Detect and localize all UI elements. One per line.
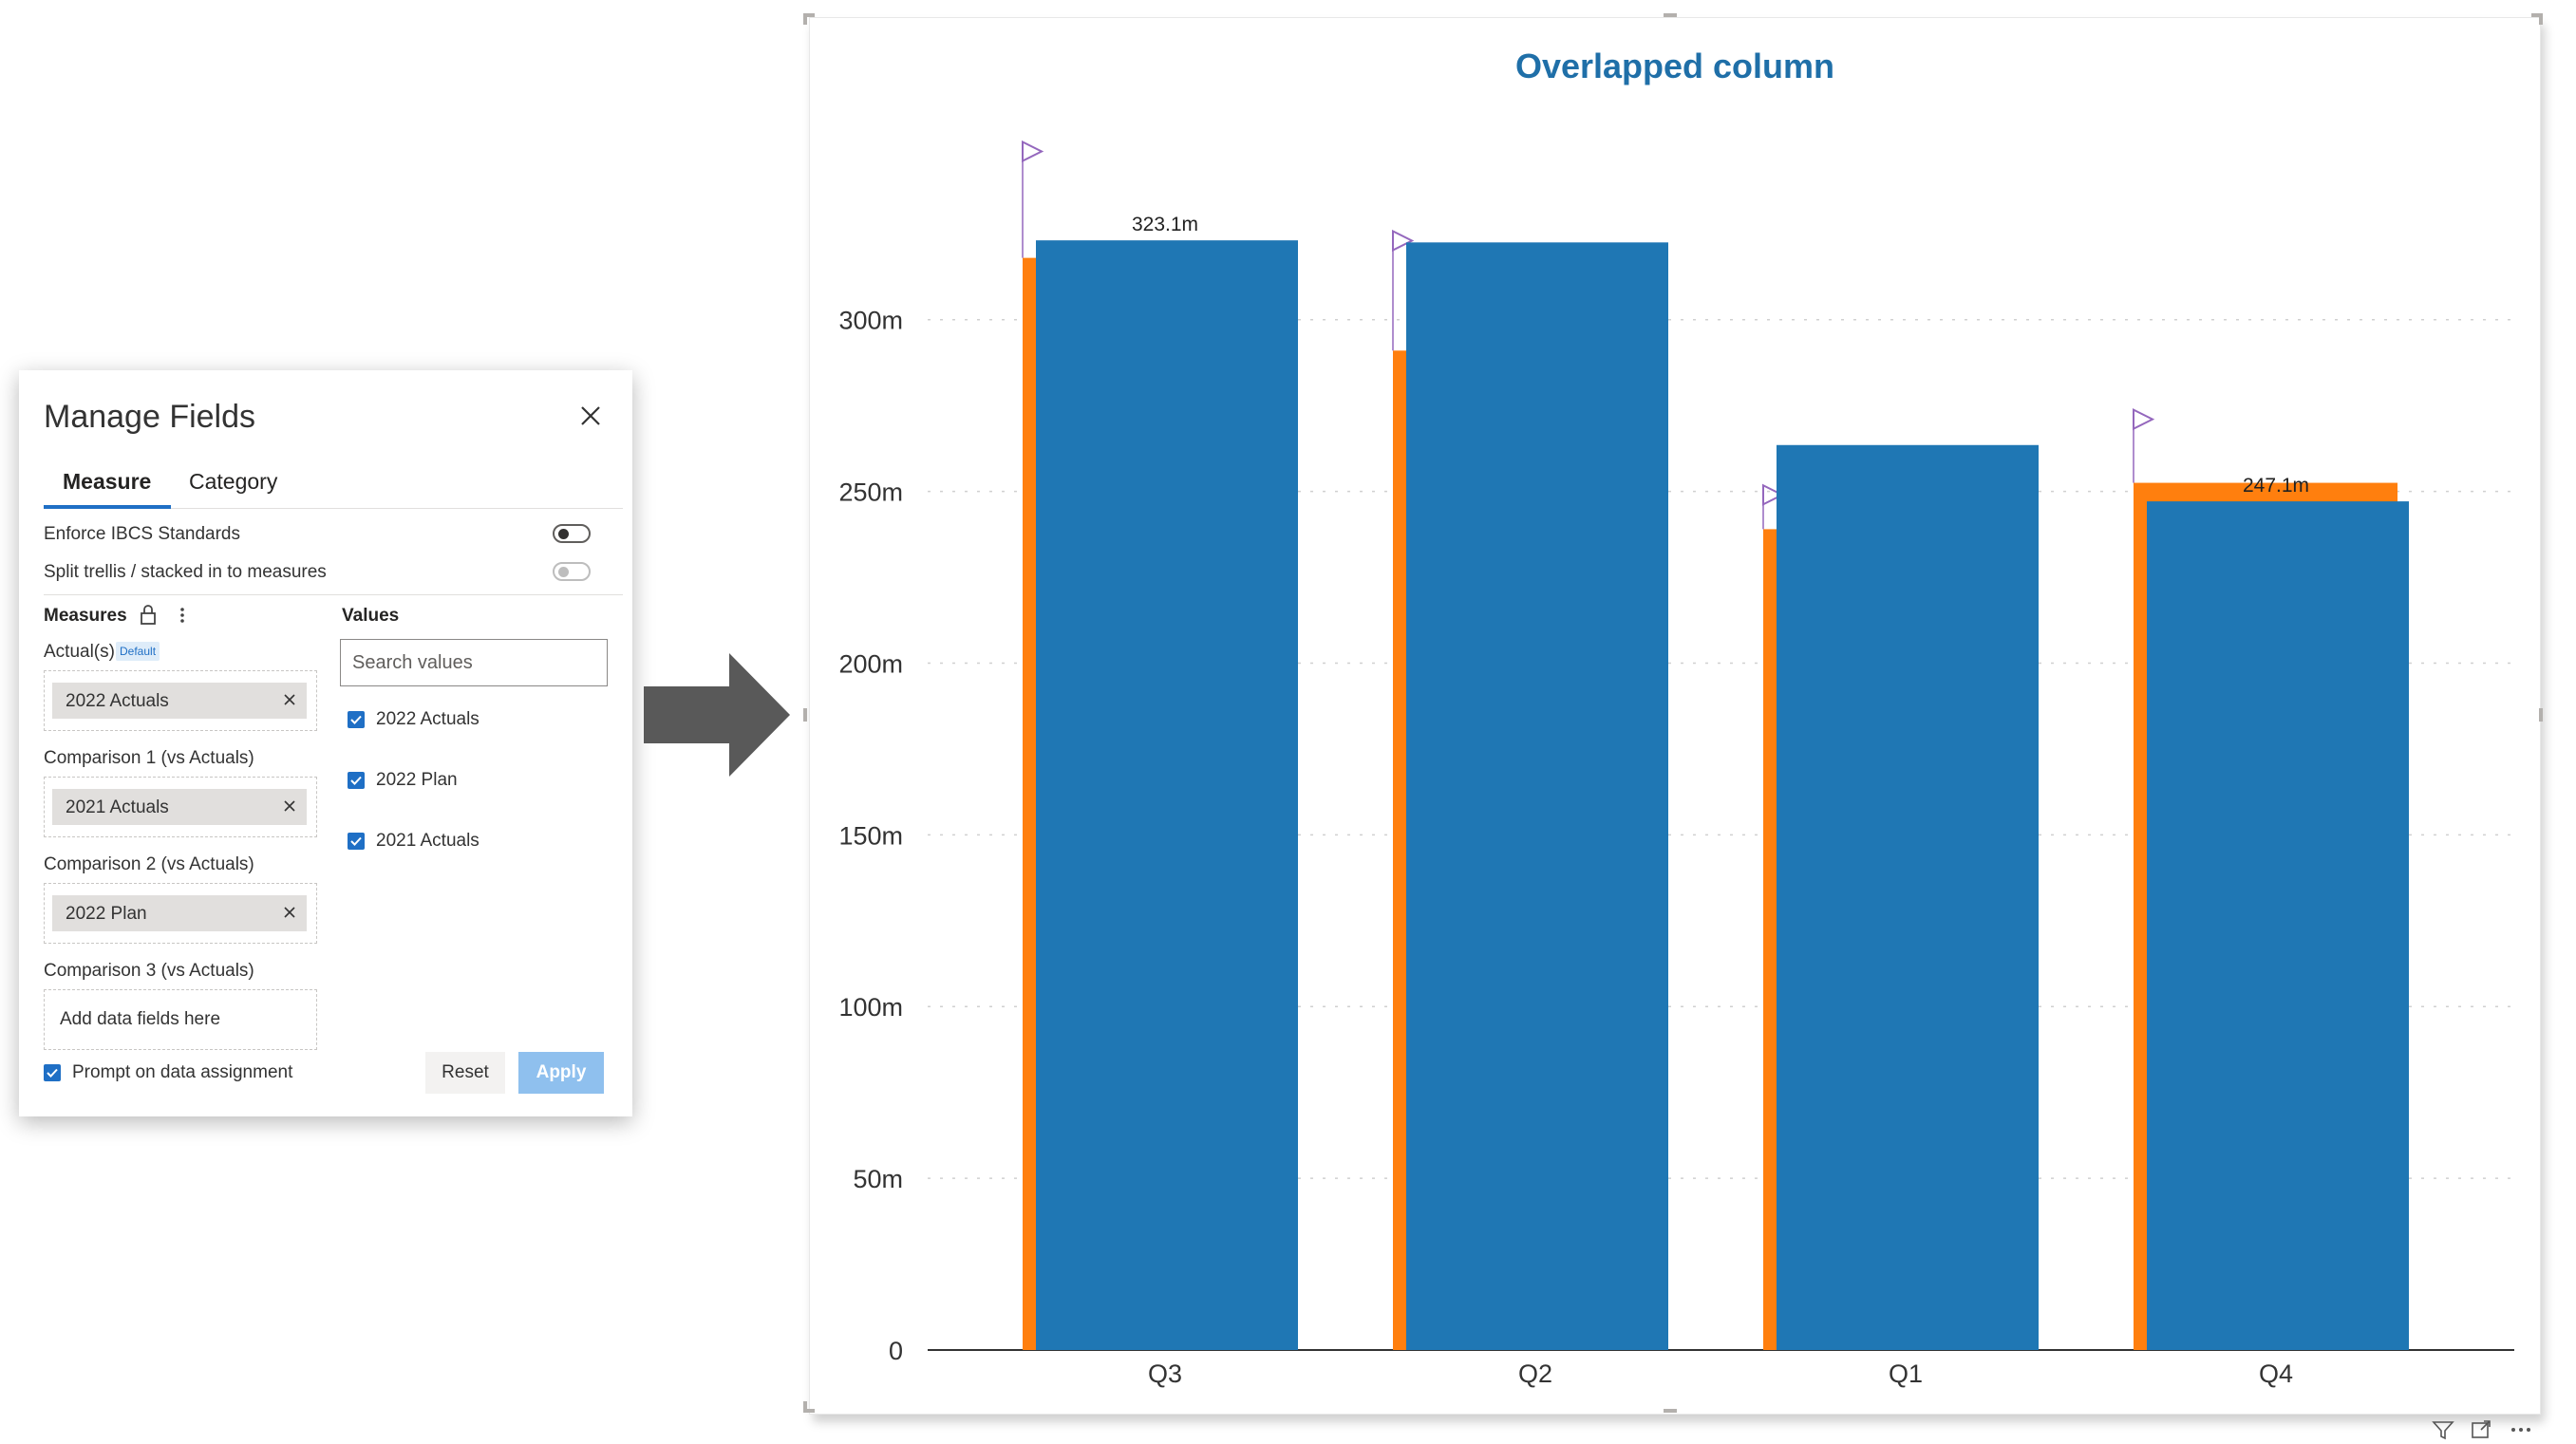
resize-handle[interactable] [803,1401,807,1413]
measures-heading: Measures [44,606,127,626]
comparison1-well[interactable]: 2021 Actuals [44,777,317,837]
resize-handle[interactable] [1664,13,1677,17]
y-tick-label: 50m [853,1165,903,1193]
tab-measure[interactable]: Measure [63,469,152,494]
remove-icon[interactable] [282,905,297,920]
split-trellis-toggle[interactable] [553,562,591,581]
value-checkbox[interactable] [348,772,365,789]
y-tick-label: 150m [838,821,903,850]
comparison2-well[interactable]: 2022 Plan [44,883,317,944]
prompt-label: Prompt on data assignment [72,1062,293,1082]
resize-handle[interactable] [803,1409,815,1413]
enforce-ibcs-toggle[interactable] [553,524,591,543]
remove-icon[interactable] [282,692,297,707]
reset-button[interactable]: Reset [425,1052,505,1094]
x-tick-label: Q1 [1889,1360,1923,1388]
lock-icon[interactable] [139,604,158,627]
values-heading: Values [342,606,400,626]
close-icon[interactable] [573,399,608,433]
resize-handle[interactable] [803,13,815,17]
actual-bar [1036,240,1298,1350]
visual-toolbar [2431,1416,2545,1443]
tab-divider [44,508,623,509]
actuals-well[interactable]: 2022 Actuals [44,670,317,731]
y-tick-label: 100m [838,993,903,1022]
data-label: 247.1m [2243,475,2309,497]
data-label: 323.1m [1132,214,1198,235]
value-checkbox[interactable] [348,711,365,728]
split-trellis-label: Split trellis / stacked in to measures [44,562,327,582]
search-values-input[interactable] [340,639,608,686]
actual-bar [1406,242,1668,1350]
resize-handle[interactable] [2539,708,2543,722]
active-tab-indicator [44,505,171,509]
value-label: 2022 Plan [376,770,458,790]
flag-icon [1392,229,1415,253]
flag-icon [1022,140,1044,163]
y-tick-label: 0 [889,1337,903,1365]
actual-bar [1777,444,2039,1350]
resize-handle[interactable] [803,708,807,722]
chart-visual[interactable]: Overlapped column 0 50m 100m 150m 200m 250m 30… [809,17,2541,1415]
flag-icon [2133,408,2155,431]
field-chip[interactable]: 2022 Plan [52,895,307,931]
chart-title: Overlapped column [1514,47,1835,85]
resize-handle[interactable] [2539,13,2543,25]
tab-category[interactable]: Category [189,469,278,494]
comparison3-well[interactable]: Add data fields here [44,989,317,1050]
value-checkbox[interactable] [348,833,365,850]
value-label: 2022 Actuals [376,709,479,729]
enforce-ibcs-label: Enforce IBCS Standards [44,524,240,544]
more-options-icon[interactable] [177,604,188,627]
prompt-checkbox[interactable] [44,1064,61,1081]
field-chip-label: 2021 Actuals [66,797,169,817]
add-fields-placeholder: Add data fields here [60,1009,221,1029]
more-options-icon[interactable] [2507,1418,2535,1441]
resize-handle[interactable] [2531,13,2543,17]
comparison3-well-label: Comparison 3 (vs Actuals) [44,961,254,981]
comparison1-well-label: Comparison 1 (vs Actuals) [44,748,254,768]
comparison-bar [1023,257,1038,1350]
actuals-well-label: Actual(s) [44,642,115,662]
comparison-bar [1393,350,1408,1350]
resize-handle[interactable] [1664,1409,1677,1413]
value-label: 2021 Actuals [376,831,479,851]
y-tick-label: 300m [838,307,903,335]
field-chip-label: 2022 Actuals [66,691,169,711]
apply-button[interactable]: Apply [518,1052,604,1094]
settings-divider [44,594,623,595]
field-chip-label: 2022 Plan [66,904,147,924]
x-tick-label: Q3 [1148,1360,1182,1388]
flag-icon [1762,483,1785,506]
arrow-right-icon [644,653,790,777]
x-tick-label: Q4 [2259,1360,2293,1388]
filter-icon[interactable] [2431,1418,2455,1441]
chart-plot: 0 50m 100m 150m 200m 250m 300m 323.1m Q3 Q2 Q1 247.… [838,140,2514,1388]
manage-fields-dialog: Manage Fields Measure Category Enforce I… [19,370,632,1116]
actual-bar [2147,501,2409,1350]
remove-icon[interactable] [282,798,297,814]
comparison2-well-label: Comparison 2 (vs Actuals) [44,854,254,874]
default-badge: Default [116,642,160,661]
comparison-bar [1763,529,1778,1350]
x-tick-label: Q2 [1518,1360,1552,1388]
focus-mode-icon[interactable] [2469,1418,2493,1441]
y-tick-label: 200m [838,649,903,678]
field-chip[interactable]: 2022 Actuals [52,683,307,719]
y-tick-label: 250m [838,478,903,507]
dialog-title: Manage Fields [44,399,256,435]
field-chip[interactable]: 2021 Actuals [52,789,307,825]
resize-handle[interactable] [803,13,807,25]
